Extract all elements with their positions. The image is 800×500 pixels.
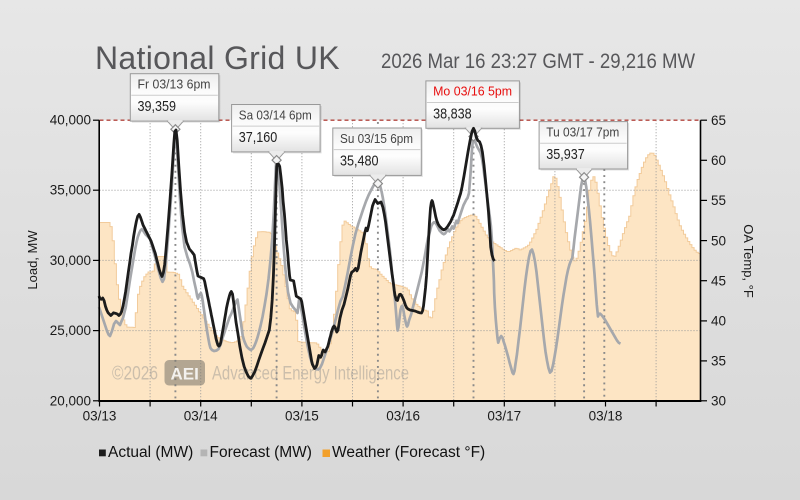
svg-text:03/14: 03/14 <box>184 409 218 424</box>
svg-text:40: 40 <box>711 314 726 329</box>
svg-text:03/17: 03/17 <box>487 409 521 424</box>
svg-text:03/15: 03/15 <box>285 409 319 424</box>
svg-text:Su 03/15 6pm: Su 03/15 6pm <box>340 131 413 146</box>
svg-text:35: 35 <box>711 354 726 369</box>
svg-text:37,160: 37,160 <box>239 130 277 146</box>
svg-text:Weather (Forecast °F): Weather (Forecast °F) <box>332 444 485 461</box>
svg-text:55: 55 <box>711 193 726 208</box>
svg-text:25,000: 25,000 <box>50 323 91 338</box>
svg-text:35,000: 35,000 <box>50 183 91 198</box>
svg-text:40,000: 40,000 <box>50 113 91 128</box>
svg-text:38,838: 38,838 <box>433 106 472 122</box>
svg-text:Fr 03/13 6pm: Fr 03/13 6pm <box>138 77 211 92</box>
svg-text:50: 50 <box>711 233 726 248</box>
svg-text:03/18: 03/18 <box>589 409 623 424</box>
svg-text:OA Temp, °F: OA Temp, °F <box>741 224 756 298</box>
svg-text:60: 60 <box>711 153 726 168</box>
svg-text:45: 45 <box>711 274 726 289</box>
svg-text:Advanced Energy Intelligence: Advanced Energy Intelligence <box>212 364 409 385</box>
svg-text:03/16: 03/16 <box>386 409 420 424</box>
svg-text:30,000: 30,000 <box>50 253 91 268</box>
svg-text:30: 30 <box>711 394 726 409</box>
svg-text:Load, MW: Load, MW <box>25 230 40 290</box>
svg-text:Forecast (MW): Forecast (MW) <box>210 444 312 461</box>
svg-text:Sa 03/14 6pm: Sa 03/14 6pm <box>239 107 312 122</box>
svg-text:©2026: ©2026 <box>112 364 158 385</box>
svg-text:03/13: 03/13 <box>83 409 117 424</box>
svg-text:AEI: AEI <box>171 365 199 384</box>
svg-text:Tu 03/17 7pm: Tu 03/17 7pm <box>546 124 619 139</box>
svg-text:Actual (MW): Actual (MW) <box>108 444 193 461</box>
svg-text:20,000: 20,000 <box>50 393 91 408</box>
svg-text:65: 65 <box>711 113 726 128</box>
svg-text:39,359: 39,359 <box>138 99 177 115</box>
svg-text:Mo 03/16 5pm: Mo 03/16 5pm <box>433 84 512 99</box>
svg-text:35,937: 35,937 <box>546 147 585 163</box>
svg-text:35,480: 35,480 <box>340 153 379 169</box>
